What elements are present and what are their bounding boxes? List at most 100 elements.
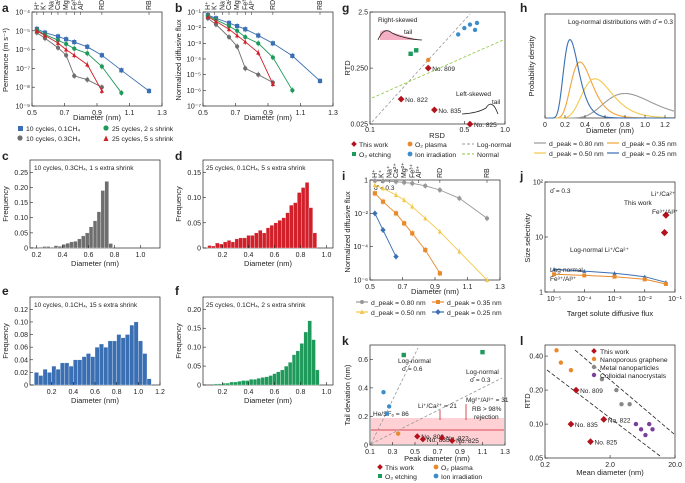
panel-k-xlabel: Peak diameter (nm): [404, 454, 470, 463]
e-bar-19: [116, 334, 122, 386]
h-xtick-label-4: 0.8: [620, 122, 630, 129]
b-point-0-7: [290, 53, 295, 58]
d-ytick-label-1: 0.05: [187, 220, 201, 227]
j-point-2-0: [552, 266, 557, 271]
panel-k-ylabel: Tail deviation (nm): [343, 364, 352, 425]
l-xtick-label-0: 0.2: [540, 462, 550, 469]
d-bar-2: [215, 242, 220, 249]
f-bar-0: [213, 383, 219, 386]
h-xtick-label-3: 0.6: [600, 122, 610, 129]
h-curve-2: [547, 78, 674, 119]
panel-e-ticks: 0 0.02 0.04 0.06 0.08 0.10 0.12 0.2 0.4 0.6 0.8 1.0…: [14, 307, 165, 396]
a-point-0-4: [72, 39, 77, 45]
b-ytick-label-2: 10⁻³: [187, 41, 201, 48]
e-bar-23: [133, 321, 139, 386]
k-ytick-label-0: 0.6: [358, 357, 368, 364]
l-point-1-1: [558, 360, 564, 365]
legend-i-3: d_peak = 0.25 nm: [447, 310, 502, 317]
b-point-0-6: [270, 41, 275, 46]
k-ln1: Log-normal: [398, 358, 431, 365]
c-ytick-label-4: 0.20: [14, 185, 28, 192]
h-xtick-label-6: 1.2: [660, 122, 670, 129]
b-point-0-2: [226, 20, 232, 26]
g-xtick-label-0: 0.1: [365, 127, 375, 134]
f-bar-19: [288, 362, 293, 386]
g-inset-left-tail: tail: [492, 99, 501, 106]
j-xtick-label-3: 10⁻²: [638, 296, 652, 303]
b-ytick-label-3: 10⁻⁴: [187, 57, 202, 64]
e-bar-3: [47, 372, 52, 386]
legend-a-swatch-1: [17, 135, 23, 141]
d-ytick-label-2: 0.10: [187, 195, 201, 202]
d-bar-14: [262, 232, 267, 249]
j-ln-fe1: Log-normal: [550, 267, 583, 274]
panel-e-bars: [34, 321, 152, 386]
legend-l-swatch-0: [591, 348, 597, 354]
a-ytick-label-2: 10⁻⁶: [16, 47, 30, 54]
a-ytick-label-3: 10⁻⁷: [16, 66, 30, 73]
g-point-label-1: No. 822: [405, 97, 428, 104]
legend-i-marker-2: [359, 309, 365, 314]
f-bar-20: [291, 354, 297, 386]
panel-c-title: 10 cycles, 0.3CH₄, 1 s extra shrink: [34, 165, 134, 172]
e-bar-16: [103, 347, 109, 386]
g-point-0-1: [397, 95, 405, 103]
e-bar-13: [90, 356, 96, 386]
a-ion-2: Na⁺: [49, 0, 56, 10]
panel-g-normal-line: [371, 39, 504, 99]
legend-k-swatch-3: [433, 473, 439, 479]
panel-a-legend: 10 cycles, 0.1CH₄ 10 cycles, 0.3CH₄ 25 c…: [17, 125, 174, 143]
k-point-label-2: No. 822: [446, 435, 469, 442]
i-ion-1: K⁺: [378, 169, 385, 178]
d-bar-15: [265, 227, 271, 249]
b-ion-4: Mg²⁺: [234, 0, 241, 10]
b-point-3-0: [205, 14, 210, 19]
l-point-label-0: No. 809: [580, 388, 603, 395]
b-point-3-1: [213, 19, 219, 24]
g-inset-left-curve: [461, 103, 499, 115]
f-bar-23: [303, 331, 308, 386]
e-bar-15: [99, 343, 104, 386]
panel-c-label: c: [2, 149, 9, 163]
g-xtick-label-1: 0.5: [459, 127, 469, 134]
panel-h-title: Log-normal distributions with σ̂ = 0.3: [568, 19, 673, 26]
e-xtick-label-3: 0.8: [112, 389, 122, 396]
g-point-3-4: [474, 20, 480, 26]
legend-l-0: This work: [600, 349, 630, 356]
c-bar-17: [96, 211, 102, 249]
a-point-0-2: [55, 34, 61, 39]
b-ion-2: Na⁺: [220, 0, 227, 10]
legend-a-swatch-3: [103, 135, 109, 141]
panel-g-inset-right: Right-skewed tail: [377, 17, 423, 41]
j-ln-fe2: Fe³⁺/Al³⁺: [550, 276, 577, 283]
j-point-3-0: [552, 272, 557, 277]
legend-g-swatch-0: [351, 141, 357, 147]
c-bar-4: [46, 246, 51, 249]
a-point-3-1: [42, 33, 48, 38]
c-ytick-label-1: 0.05: [14, 230, 28, 237]
panel-g-lognormal-line: [371, 13, 471, 123]
f-xtick-label-3: 0.8: [296, 389, 306, 396]
legend-i-1: d_peak = 0.35 nm: [447, 300, 502, 307]
j-point-2-1: [582, 268, 587, 273]
panel-k-legend: This work O₂ plasma O₃ etching Ion irrad…: [377, 464, 482, 481]
panel-f-title: 25 cycles, 0.1CH₄, 2 s extra shrink: [206, 302, 306, 309]
panel-f-ylabel: Frequency: [174, 323, 183, 359]
panel-h-ticks: 0 0.2 0.4 0.6 0.8 1.0 1.2: [543, 115, 670, 129]
d-xtick-label-2: 0.6: [270, 252, 280, 259]
l-ytick-label-3: 0.05: [529, 456, 543, 463]
i-point-1-4: [410, 204, 415, 209]
f-bar-26: [315, 369, 320, 386]
f-bar-14: [268, 375, 273, 386]
b-ytick-label-4: 10⁻⁵: [187, 72, 201, 79]
c-bar-7: [57, 246, 63, 249]
c-xtick-label-0: 0.2: [32, 252, 42, 259]
panel-i-label: i: [342, 169, 345, 183]
panel-j-label: j: [519, 169, 523, 183]
panel-l-label: l: [520, 334, 523, 348]
k-xtick-label-5: 1.1: [478, 449, 488, 456]
b-point-2-5: [256, 41, 261, 46]
panel-a-xlabel: Diameter (nm): [73, 113, 121, 122]
legend-k-swatch-2: [378, 474, 382, 478]
